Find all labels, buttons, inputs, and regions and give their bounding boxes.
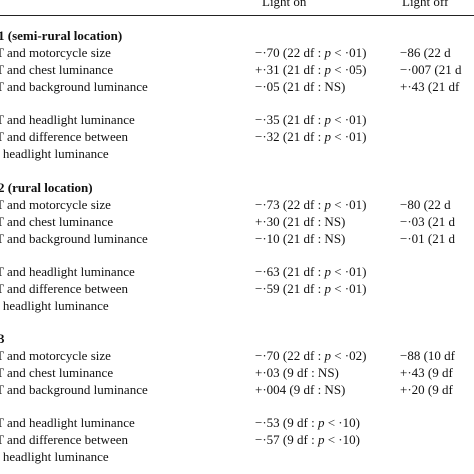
light-off-value: −80 (22 d bbox=[400, 197, 451, 212]
light-off-value: −86 (22 d bbox=[400, 45, 451, 60]
light-off-value: +·43 (21 df bbox=[400, 78, 460, 94]
row-label: T and headlight luminance bbox=[0, 415, 135, 431]
table-row bbox=[0, 247, 474, 263]
light-off-value: +·43 (9 df bbox=[400, 364, 453, 380]
light-on-value: −·70 (22 df : p < ·01) bbox=[255, 45, 367, 60]
section-title: 2 (rural location) bbox=[0, 180, 93, 195]
table-row: T and chest luminance +·30 (21 df : NS) −·… bbox=[0, 214, 474, 230]
row-label: T and difference between bbox=[0, 129, 128, 144]
table-row: T and difference between −·57 (9 df : p <… bbox=[0, 432, 474, 448]
light-on-value: −·32 (21 df : p < ·01) bbox=[255, 129, 367, 144]
light-off-value: −·007 (21 d bbox=[400, 61, 462, 77]
light-on-value: −·73 (22 df : p < ·01) bbox=[255, 197, 367, 212]
row-label: T and headlight luminance bbox=[0, 112, 135, 128]
table-row: T and headlight luminance −·63 (21 df : p… bbox=[0, 264, 474, 280]
table-row: T and background luminance +·004 (9 df : … bbox=[0, 382, 474, 398]
table-row: T and chest luminance +·31 (21 df : p < ·… bbox=[0, 62, 474, 78]
row-label: T and background luminance bbox=[0, 230, 148, 246]
light-off-value: +·20 (9 df bbox=[400, 381, 453, 397]
header-rule bbox=[0, 15, 474, 16]
table-row: l headlight luminance bbox=[0, 449, 474, 465]
light-on-value: −·57 (9 df : p < ·10) bbox=[255, 432, 360, 447]
row-label: l headlight luminance bbox=[0, 448, 109, 464]
row-label: T and difference between bbox=[0, 432, 128, 447]
table-row: T and headlight luminance −·53 (9 df : p … bbox=[0, 415, 474, 431]
row-label: T and difference between bbox=[0, 281, 128, 296]
table-row: T and motorcycle size −·70 (22 df : p < ·… bbox=[0, 348, 474, 364]
table-row: T and motorcycle size −·70 (22 df : p < ·… bbox=[0, 45, 474, 61]
light-on-value: +·31 (21 df : p < ·05) bbox=[255, 61, 367, 77]
table-row: T and background luminance −·05 (21 df : … bbox=[0, 79, 474, 95]
row-label: T and motorcycle size bbox=[0, 45, 111, 60]
light-on-value: −·70 (22 df : p < ·02) bbox=[255, 348, 367, 363]
row-label: T and motorcycle size bbox=[0, 348, 111, 363]
light-on-value: −·35 (21 df : p < ·01) bbox=[255, 112, 367, 128]
table-row: T and background luminance −·10 (21 df : … bbox=[0, 231, 474, 247]
light-off-value: −·01 (21 d bbox=[400, 230, 455, 246]
row-label: T and background luminance bbox=[0, 78, 148, 94]
row-label: T and headlight luminance bbox=[0, 264, 135, 280]
light-on-value: −·63 (21 df : p < ·01) bbox=[255, 264, 367, 280]
table-row: T and difference between −·59 (21 df : p … bbox=[0, 281, 474, 297]
table-row: l headlight luminance bbox=[0, 146, 474, 162]
row-label: T and chest luminance bbox=[0, 364, 114, 380]
table-header: Light on Light off bbox=[0, 0, 474, 12]
table-row: T and chest luminance +·03 (9 df : NS) +·4… bbox=[0, 365, 474, 381]
light-on-value: +·03 (9 df : NS) bbox=[255, 364, 339, 380]
table-row: T and difference between −·32 (21 df : p … bbox=[0, 129, 474, 145]
table-row: l headlight luminance bbox=[0, 298, 474, 314]
light-on-value: −·05 (21 df : NS) bbox=[255, 78, 346, 94]
light-on-value: −·53 (9 df : p < ·10) bbox=[255, 415, 360, 431]
section-title: 1 (semi-rural location) bbox=[0, 28, 123, 43]
light-off-header: Light off bbox=[402, 0, 449, 9]
row-label: T and background luminance bbox=[0, 381, 148, 397]
table-row: T and motorcycle size −·73 (22 df : p < ·… bbox=[0, 197, 474, 213]
table-row bbox=[0, 95, 474, 111]
light-on-value: +·004 (9 df : NS) bbox=[255, 381, 346, 397]
light-off-value: −88 (10 df bbox=[400, 348, 455, 363]
light-on-value: −·10 (21 df : NS) bbox=[255, 230, 346, 246]
row-label: l headlight luminance bbox=[0, 145, 109, 161]
light-on-header: Light on bbox=[262, 0, 307, 9]
table-row: T and headlight luminance −·35 (21 df : p… bbox=[0, 112, 474, 128]
row-label: l headlight luminance bbox=[0, 297, 109, 313]
light-on-value: +·30 (21 df : NS) bbox=[255, 213, 346, 229]
section-title: 3 bbox=[0, 331, 5, 346]
table-row bbox=[0, 398, 474, 414]
light-off-value: −·03 (21 d bbox=[400, 213, 455, 229]
row-label: T and chest luminance bbox=[0, 61, 114, 77]
row-label: T and motorcycle size bbox=[0, 197, 111, 212]
light-on-value: −·59 (21 df : p < ·01) bbox=[255, 281, 367, 296]
row-label: T and chest luminance bbox=[0, 213, 114, 229]
